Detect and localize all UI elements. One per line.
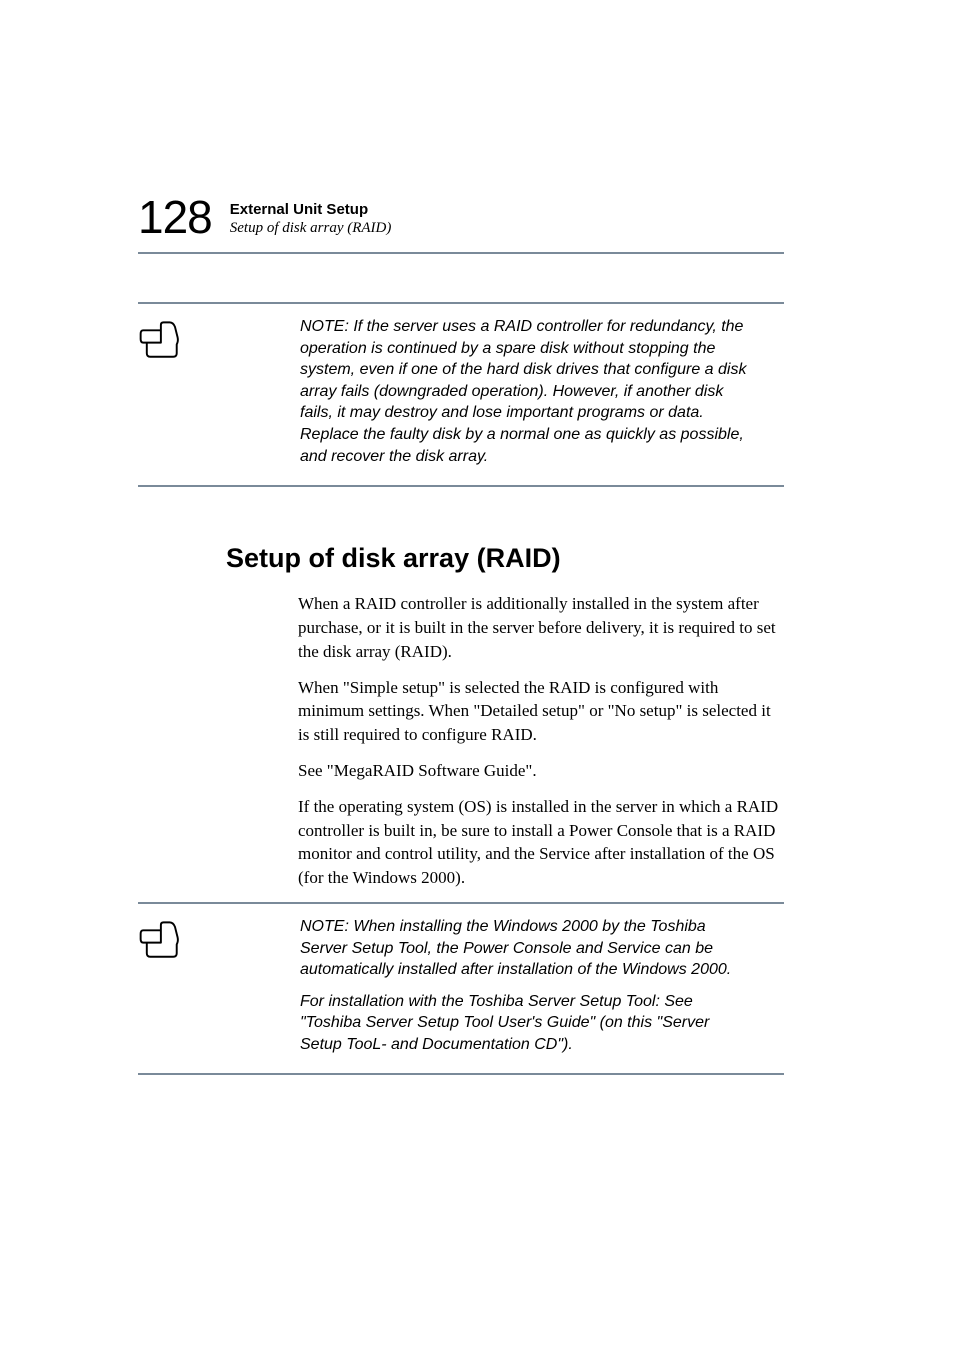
page-number: 128 [138, 190, 212, 244]
body-paragraph: If the operating system (OS) is installe… [298, 795, 784, 890]
note-2-text: NOTE: When installing the Windows 2000 b… [208, 916, 784, 1056]
document-page: 128 External Unit Setup Setup of disk ar… [0, 0, 954, 1175]
note-1-text: NOTE: If the server uses a RAID controll… [208, 316, 784, 467]
body-content: When a RAID controller is additionally i… [298, 592, 784, 890]
body-paragraph: When "Simple setup" is selected the RAID… [298, 676, 784, 747]
note-2-para-1: NOTE: When installing the Windows 2000 b… [300, 916, 754, 981]
body-paragraph: When a RAID controller is additionally i… [298, 592, 784, 663]
note-hand-icon [138, 918, 182, 962]
section-heading: Setup of disk array (RAID) [226, 543, 784, 574]
note-hand-icon [138, 318, 182, 362]
section-subtitle: Setup of disk array (RAID) [230, 219, 392, 239]
note-block-1: NOTE: If the server uses a RAID controll… [138, 302, 784, 487]
note-block-2: NOTE: When installing the Windows 2000 b… [138, 902, 784, 1076]
page-header: 128 External Unit Setup Setup of disk ar… [138, 190, 784, 254]
chapter-title: External Unit Setup [230, 201, 392, 219]
body-paragraph: See "MegaRAID Software Guide". [298, 759, 784, 783]
note-2-para-2: For installation with the Toshiba Server… [300, 991, 754, 1056]
header-text-block: External Unit Setup Setup of disk array … [230, 195, 392, 239]
